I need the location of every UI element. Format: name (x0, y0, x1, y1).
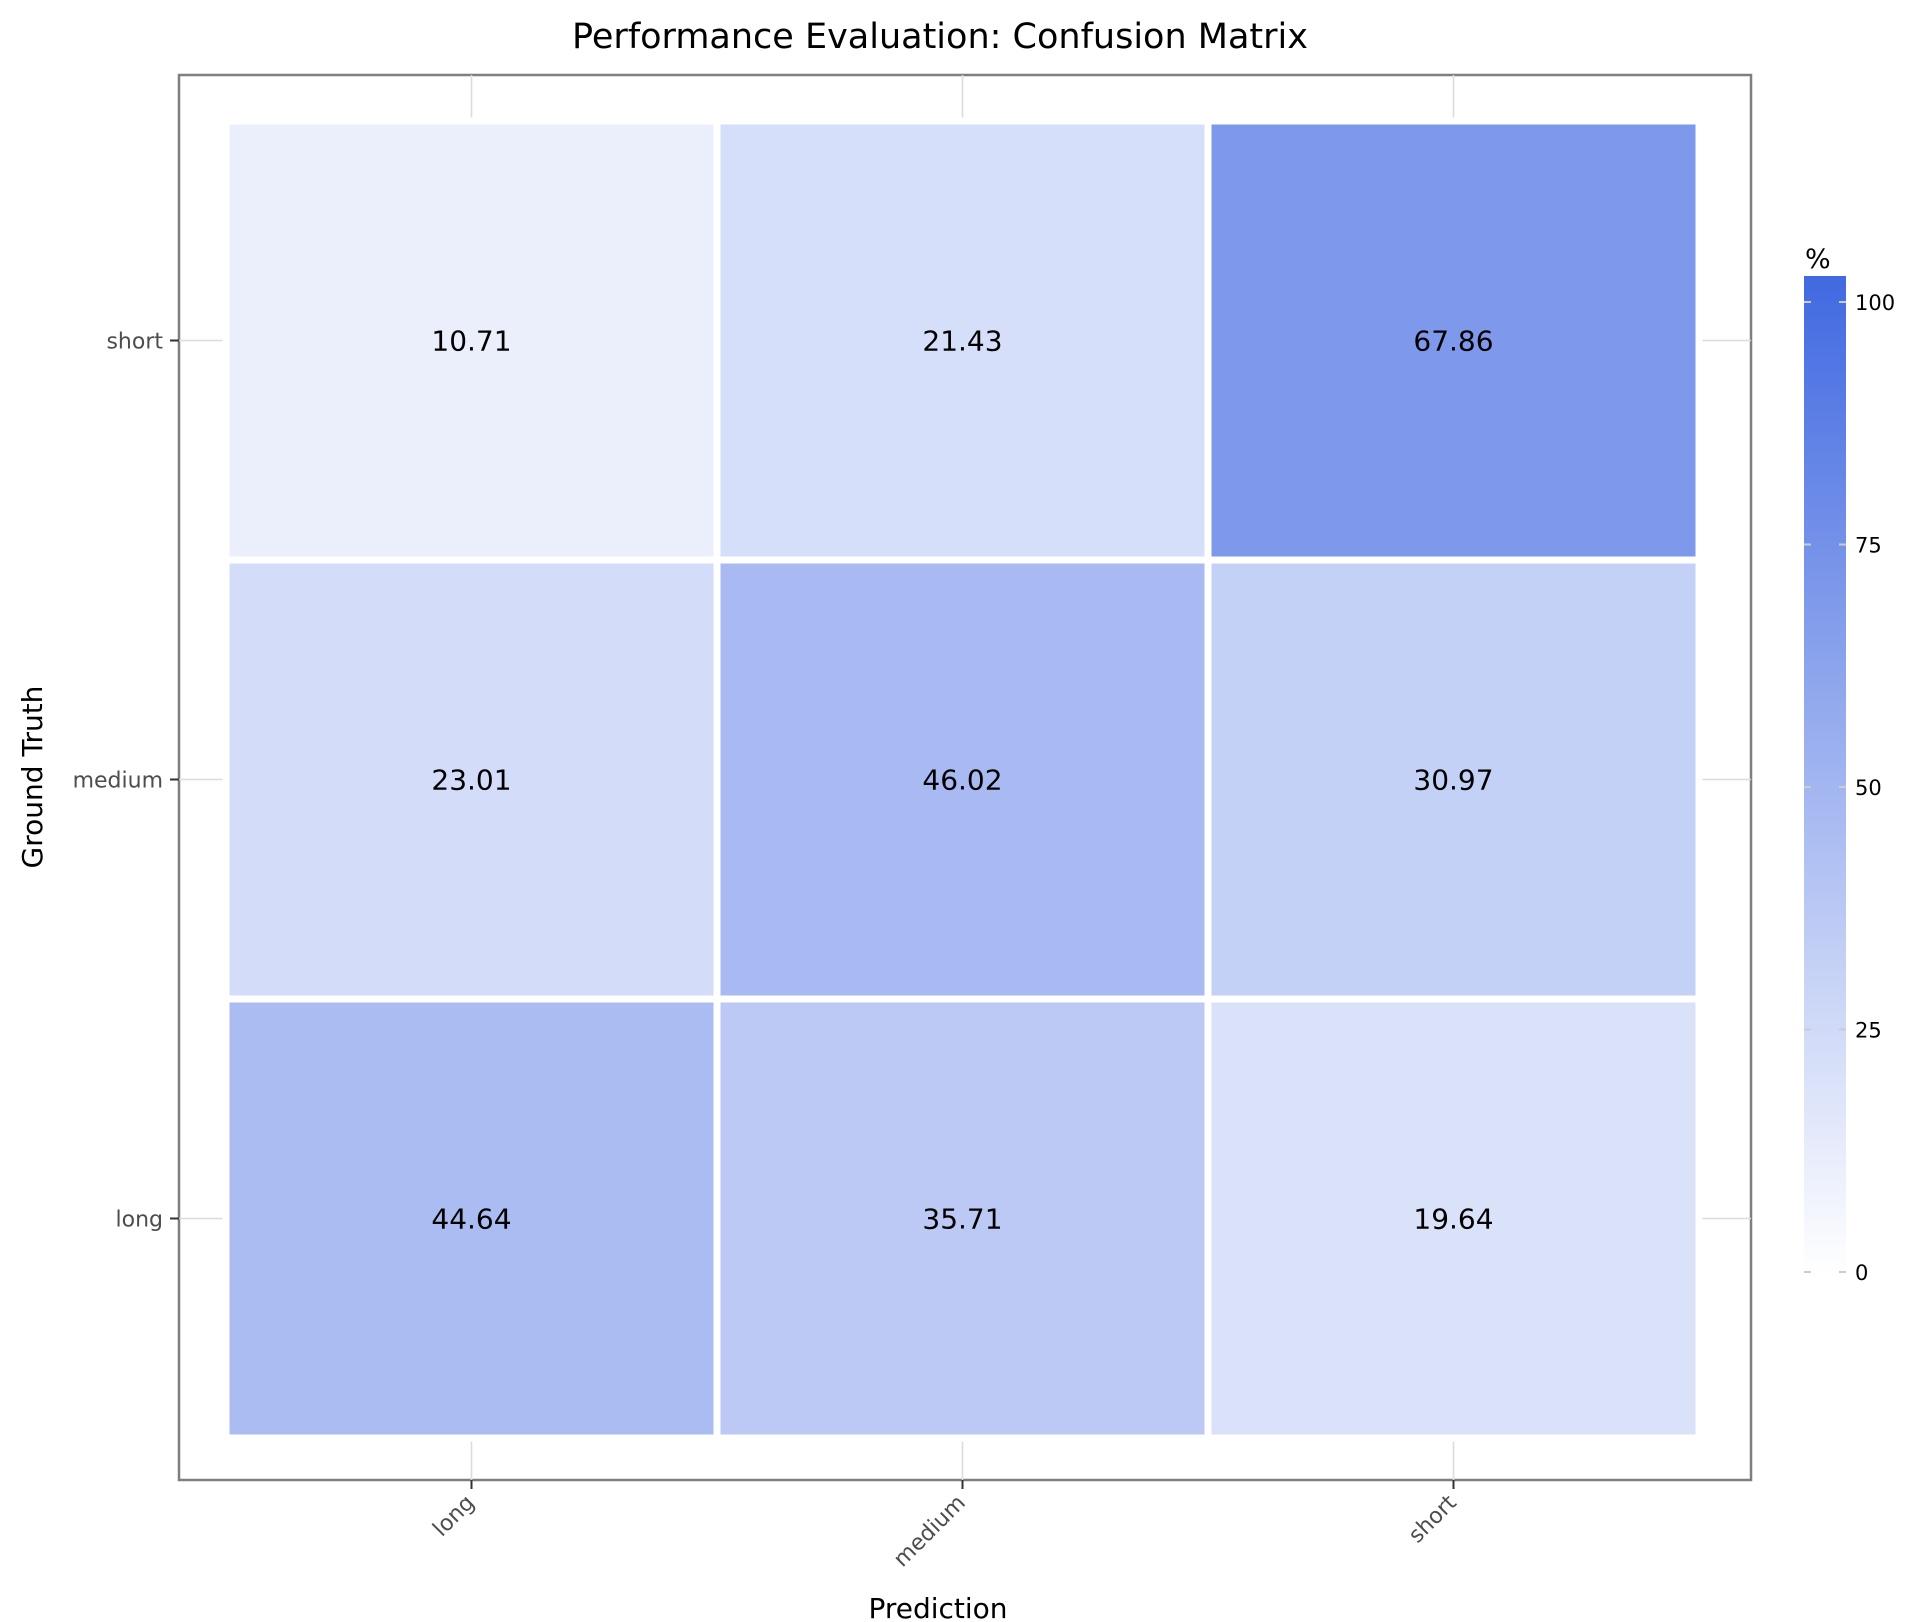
cell-value-label: 30.97 (1413, 764, 1493, 797)
colorbar-tick-label: 75 (1855, 534, 1882, 558)
heatmap-cell (713, 995, 1212, 1442)
cell-value-label: 35.71 (922, 1203, 1002, 1236)
y-tick-label: long (116, 1208, 163, 1233)
cell-value-label: 44.64 (431, 1203, 511, 1236)
colorbar-tick-label: 50 (1855, 776, 1882, 800)
y-tick-label: medium (73, 769, 163, 794)
cell-value-label: 21.43 (922, 325, 1002, 358)
cell-value-label: 46.02 (922, 764, 1002, 797)
cell-value-label: 67.86 (1413, 325, 1493, 358)
x-tick-label: short (1404, 1490, 1462, 1548)
heatmap-cell (713, 556, 1212, 1003)
x-tick-label: long (428, 1491, 479, 1542)
heatmap-cell (222, 556, 721, 1003)
heatmap-cell (1204, 556, 1703, 1003)
x-axis-ticks: long medium short (428, 1480, 1462, 1572)
colorbar-ticks: 0 25 50 75 100 (1804, 291, 1895, 1285)
colorbar: % 0 25 50 75 100 (1804, 244, 1895, 1285)
x-axis-title: Prediction (868, 1592, 1007, 1622)
y-tick-label: short (106, 330, 163, 355)
colorbar-title: % (1805, 244, 1831, 275)
cell-value-label: 10.71 (431, 325, 511, 358)
x-tick-label: medium (889, 1491, 971, 1573)
cell-value-labels: 10.71 21.43 67.86 23.01 46.02 30.97 44.64 35.71… (431, 325, 1493, 1236)
cell-value-label: 23.01 (431, 764, 511, 797)
heatmap-cell (1204, 995, 1703, 1442)
colorbar-tick-label: 0 (1855, 1261, 1868, 1285)
colorbar-tick-label: 100 (1855, 291, 1895, 315)
colorbar-gradient (1804, 276, 1846, 1274)
chart-title: Performance Evaluation: Confusion Matrix (572, 17, 1308, 57)
y-axis-title: Ground Truth (16, 686, 49, 869)
heatmap-cells (222, 117, 1703, 1442)
y-axis-ticks: long medium short (73, 330, 179, 1233)
heatmap-cell (222, 995, 721, 1442)
cell-value-label: 19.64 (1413, 1203, 1493, 1236)
colorbar-tick-label: 25 (1855, 1019, 1882, 1043)
heatmap-cell (1204, 117, 1703, 564)
